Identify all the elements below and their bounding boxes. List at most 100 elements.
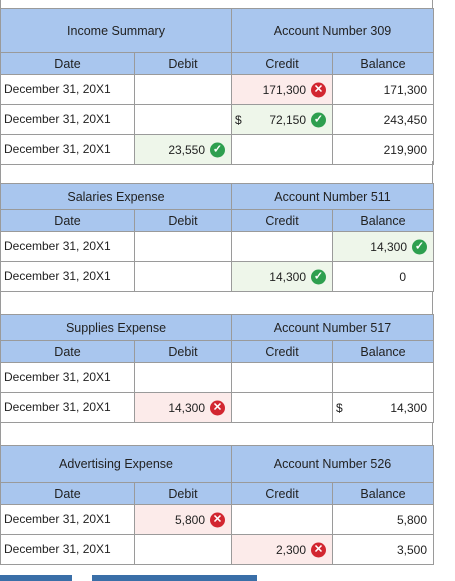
credit-input[interactable]: 171,300 ✕	[231, 74, 334, 105]
date-cell: December 31, 20X1	[0, 231, 135, 262]
col-header-debit: Debit	[134, 209, 232, 232]
table-row: December 31, 20X1 14,300 ✕ $ 14,300	[0, 392, 435, 423]
credit-input[interactable]: $ 72,150 ✓	[231, 104, 334, 135]
ledger-salaries-expense: Salaries Expense Account Number 511 Date…	[0, 183, 434, 292]
ledger-gap	[0, 0, 433, 8]
ledger-supplies-expense: Supplies Expense Account Number 517 Date…	[0, 314, 435, 423]
debit-input[interactable]	[134, 261, 232, 292]
credit-input[interactable]	[231, 362, 334, 393]
balance-value: 0	[399, 269, 406, 284]
table-row: December 31, 20X1 14,300 ✓ 0	[0, 261, 434, 292]
correct-icon: ✓	[412, 239, 427, 254]
col-header-date: Date	[0, 209, 135, 232]
date-cell: December 31, 20X1	[0, 104, 135, 135]
credit-value: 171,300	[262, 82, 307, 97]
balance-input[interactable]: $ 14,300	[332, 392, 435, 423]
debit-input[interactable]: 5,800 ✕	[133, 504, 233, 535]
table-row: December 31, 20X1 $ 72,150 ✓ 243,450	[0, 104, 435, 135]
debit-input[interactable]	[133, 362, 233, 393]
credit-value: 2,300	[275, 542, 307, 557]
credit-value: 14,300	[269, 269, 306, 284]
debit-value: 14,300	[168, 400, 206, 415]
balance-value: 219,900	[383, 142, 428, 157]
account-name: Income Summary	[0, 8, 233, 53]
credit-input[interactable]: 14,300 ✓	[231, 261, 333, 292]
col-header-balance: Balance	[332, 52, 435, 75]
balance-value: 171,300	[383, 82, 428, 97]
table-row: December 31, 20X1 2,300 ✕ 3,500	[0, 534, 435, 565]
credit-input[interactable]: 2,300 ✕	[231, 534, 334, 565]
table-row: December 31, 20X1 23,550 ✓ 219,900	[0, 134, 435, 165]
col-header-credit: Credit	[231, 340, 334, 363]
account-number: Account Number 526	[231, 445, 435, 483]
table-row: December 31, 20X1 14,300 ✓	[0, 231, 434, 262]
credit-input[interactable]	[231, 134, 334, 165]
balance-value: 14,300	[370, 239, 407, 254]
debit-input[interactable]	[133, 534, 233, 565]
ledger-income-summary: Income Summary Account Number 309 Date D…	[0, 8, 435, 165]
account-number: Account Number 511	[231, 183, 434, 210]
debit-value: 23,550	[168, 142, 206, 157]
incorrect-icon: ✕	[210, 512, 226, 527]
balance-value: 5,800	[396, 512, 428, 527]
date-cell: December 31, 20X1	[0, 74, 135, 105]
debit-input[interactable]: 23,550 ✓	[133, 134, 233, 165]
debit-input[interactable]: 14,300 ✕	[133, 392, 233, 423]
account-name: Supplies Expense	[0, 314, 233, 341]
ledger-gap	[0, 161, 433, 183]
date-cell: December 31, 20X1	[0, 362, 135, 393]
prev-button[interactable]	[0, 575, 72, 581]
incorrect-icon: ✕	[210, 400, 226, 415]
account-number: Account Number 517	[231, 314, 435, 341]
date-cell: December 31, 20X1	[0, 504, 135, 535]
col-header-date: Date	[0, 52, 135, 75]
balance-input[interactable]: 219,900	[332, 134, 435, 165]
account-name: Advertising Expense	[0, 445, 233, 483]
account-name: Salaries Expense	[0, 183, 232, 210]
debit-input[interactable]	[133, 104, 233, 135]
col-header-credit: Credit	[231, 52, 334, 75]
dollar-sign: $	[336, 400, 343, 415]
incorrect-icon: ✕	[311, 82, 327, 97]
col-header-credit: Credit	[231, 482, 334, 505]
table-row: December 31, 20X1 171,300 ✕ 171,300	[0, 74, 435, 105]
balance-input[interactable]: 0	[332, 261, 434, 292]
col-header-debit: Debit	[133, 340, 233, 363]
balance-input[interactable]: 3,500	[332, 534, 435, 565]
balance-input[interactable]: 171,300	[332, 74, 435, 105]
credit-input[interactable]	[231, 231, 333, 262]
col-header-debit: Debit	[133, 482, 233, 505]
debit-input[interactable]	[134, 231, 232, 262]
debit-input[interactable]	[133, 74, 233, 105]
debit-value: 5,800	[174, 512, 206, 527]
incorrect-icon: ✕	[311, 542, 327, 557]
table-row: December 31, 20X1 5,800 ✕ 5,800	[0, 504, 435, 535]
date-cell: December 31, 20X1	[0, 261, 135, 292]
balance-input[interactable]: 14,300 ✓	[332, 231, 434, 262]
credit-input[interactable]	[231, 504, 334, 535]
ledger-gap	[0, 423, 433, 445]
date-cell: December 31, 20X1	[0, 134, 135, 165]
balance-input[interactable]: 5,800	[332, 504, 435, 535]
col-header-date: Date	[0, 482, 135, 505]
col-header-date: Date	[0, 340, 135, 363]
next-button[interactable]	[92, 575, 257, 581]
col-header-balance: Balance	[332, 209, 434, 232]
col-header-balance: Balance	[332, 482, 435, 505]
balance-input[interactable]	[332, 362, 435, 393]
table-row: December 31, 20X1	[0, 362, 435, 393]
credit-value: 72,150	[269, 112, 307, 127]
col-header-credit: Credit	[231, 209, 333, 232]
balance-value: 3,500	[396, 542, 428, 557]
balance-input[interactable]: 243,450	[332, 104, 435, 135]
date-cell: December 31, 20X1	[0, 392, 135, 423]
credit-input[interactable]	[231, 392, 334, 423]
ledger-advertising-expense: Advertising Expense Account Number 526 D…	[0, 445, 435, 565]
balance-value: 14,300	[390, 400, 428, 415]
dollar-sign: $	[235, 112, 242, 127]
date-cell: December 31, 20X1	[0, 534, 135, 565]
balance-value: 243,450	[383, 112, 428, 127]
correct-icon: ✓	[311, 112, 327, 127]
ledger-gap	[0, 292, 433, 314]
account-number: Account Number 309	[231, 8, 435, 53]
